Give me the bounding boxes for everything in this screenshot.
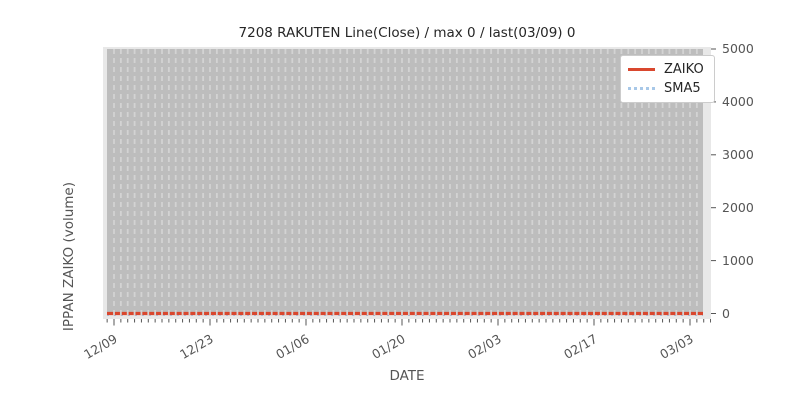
sma5-dotted-line-icon xyxy=(628,87,655,90)
zaiko-solid-line-icon xyxy=(628,68,655,71)
x-axis-ticks xyxy=(106,319,711,326)
y-tick-label: 4000 xyxy=(722,93,754,109)
x-tick-label: 01/20 xyxy=(369,331,408,363)
legend-label-zaiko: ZAIKO xyxy=(664,62,704,77)
data-range-band xyxy=(107,49,703,314)
x-axis-label: DATE xyxy=(389,368,425,384)
y-tick-label: 0 xyxy=(722,305,730,321)
legend-item-sma5: SMA5 xyxy=(628,80,707,98)
x-tick-label: 12/23 xyxy=(177,331,216,363)
x-tick-label: 02/03 xyxy=(465,331,504,363)
legend: ZAIKO SMA5 xyxy=(620,55,715,103)
plot-canvas xyxy=(107,49,703,316)
y-tick-label: 1000 xyxy=(722,252,754,268)
plot-area xyxy=(103,47,711,319)
x-tick-label: 01/06 xyxy=(273,331,312,363)
y-axis-label-text: IPPAN ZAIKO (volume) xyxy=(61,181,77,332)
legend-label-sma5: SMA5 xyxy=(664,81,701,96)
chart-title: 7208 RAKUTEN Line(Close) / max 0 / last(… xyxy=(238,25,576,41)
legend-item-zaiko: ZAIKO xyxy=(628,61,707,79)
y-tick-label: 5000 xyxy=(722,41,754,56)
y-tick-label: 2000 xyxy=(722,199,754,215)
y-tick-label: 3000 xyxy=(722,146,754,162)
x-tick-label: 02/17 xyxy=(561,331,600,363)
x-tick-label: 12/09 xyxy=(81,331,120,363)
x-tick-label: 03/03 xyxy=(657,331,696,363)
